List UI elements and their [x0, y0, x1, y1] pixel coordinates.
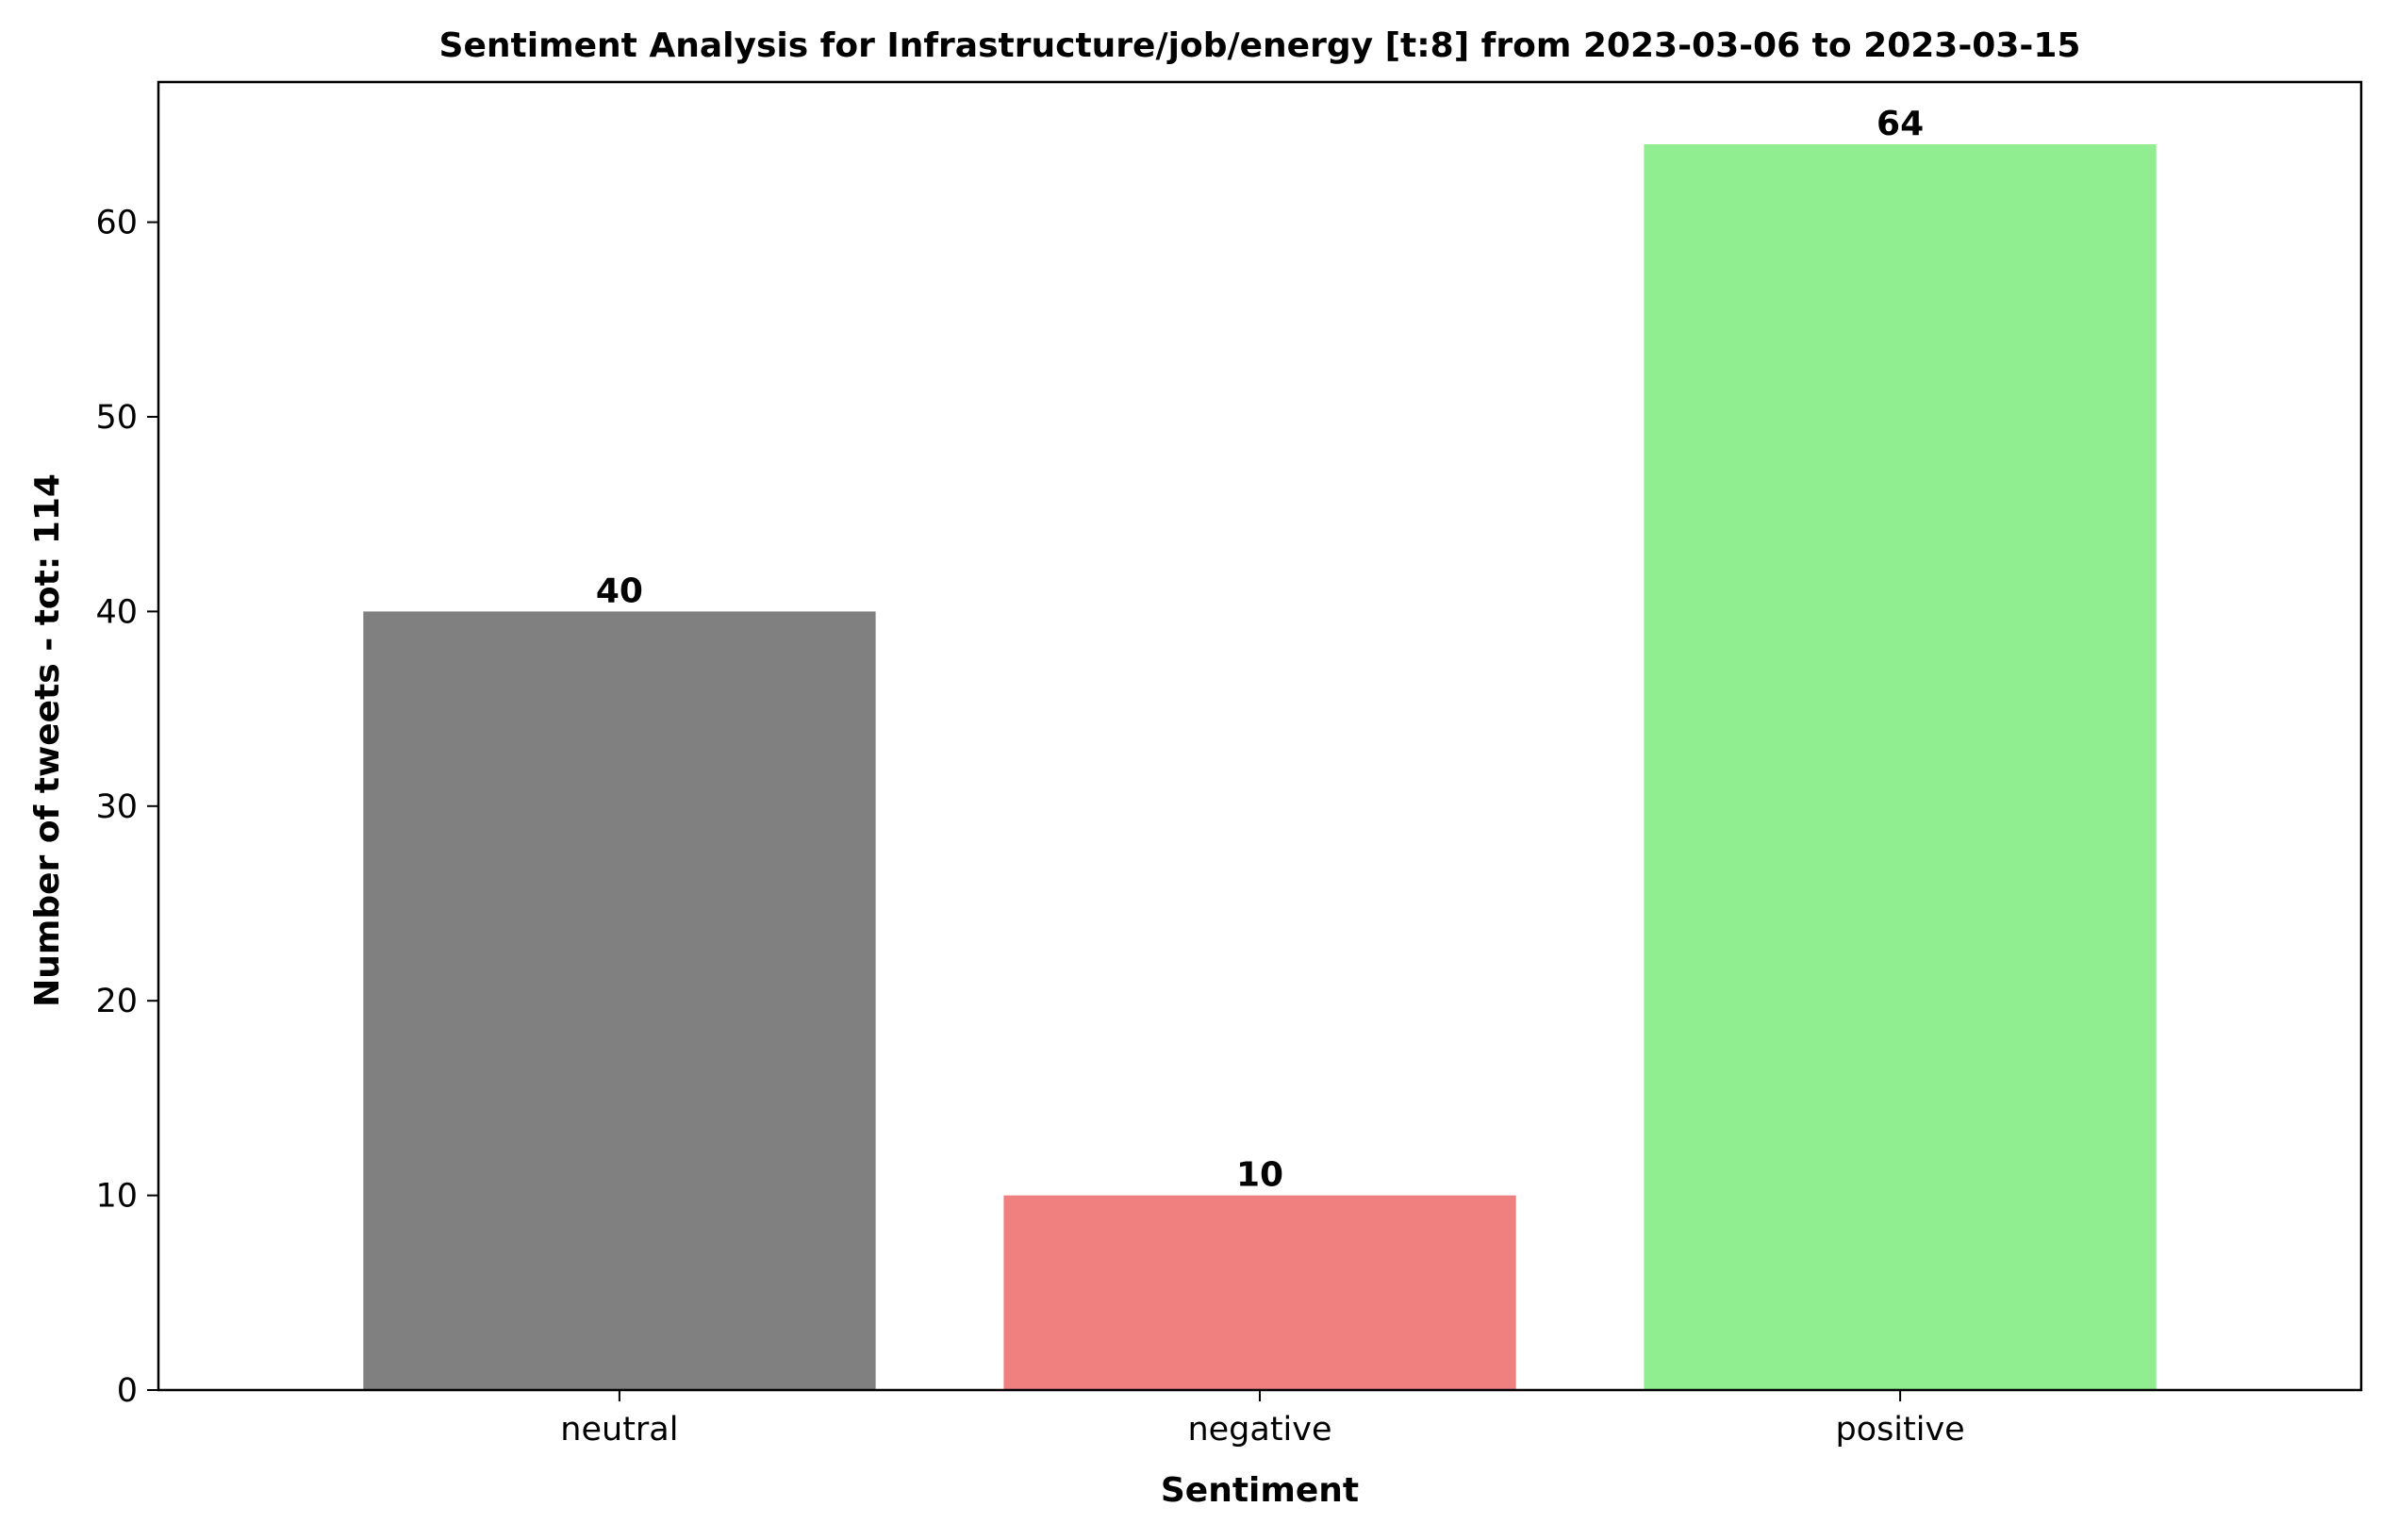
- data-label-neutral: 40: [596, 571, 643, 610]
- y-tick-label-0: 0: [117, 1372, 138, 1410]
- y-tick-label-40: 40: [95, 593, 138, 631]
- bar-negative: [1003, 1195, 1516, 1390]
- x-tick-label-neutral: neutral: [560, 1411, 678, 1449]
- axes-frame: [157, 80, 2363, 1392]
- y-tick-label-30: 30: [95, 788, 138, 826]
- y-axis-label: Number of tweets - tot: 114: [28, 473, 67, 1007]
- x-tick-label-positive: positive: [1835, 1411, 1964, 1449]
- data-label-negative: 10: [1236, 1156, 1283, 1195]
- x-tick-label-negative: negative: [1187, 1411, 1331, 1449]
- bar-neutral: [363, 611, 876, 1390]
- plot-area: 40 neutral 10 negative 64 positive 0 10 20 30 40 50…: [95, 80, 2363, 1449]
- x-axis-label: Sentiment: [1161, 1471, 1359, 1510]
- chart-title: Sentiment Analysis for Infrastructure/jo…: [439, 26, 2081, 65]
- data-label-positive: 64: [1877, 105, 1924, 143]
- bar-positive: [1644, 144, 2157, 1390]
- y-tick-label-50: 50: [95, 399, 138, 437]
- y-tick-label-60: 60: [95, 205, 138, 242]
- y-tick-label-20: 20: [95, 983, 138, 1020]
- y-tick-label-10: 10: [95, 1178, 138, 1216]
